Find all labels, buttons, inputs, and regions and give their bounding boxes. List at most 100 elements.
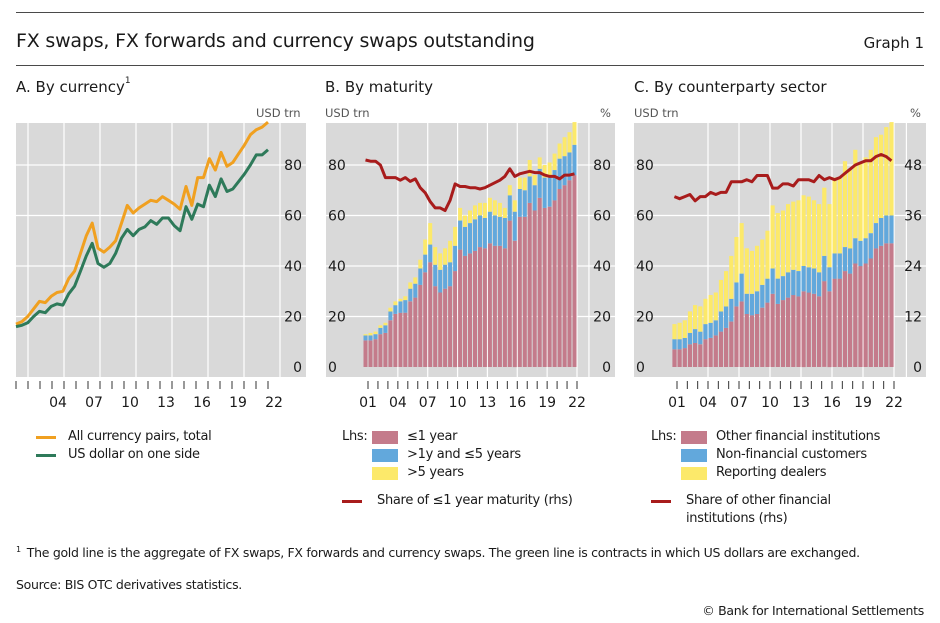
legend-label: All currency pairs, total [68,429,212,444]
bar-b-s1 [398,301,403,313]
x-tick-label: 19 [538,395,556,411]
source-note: Source: BIS OTC derivatives statistics. [16,577,242,592]
bar-c-s1 [801,266,806,292]
bar-c-s0 [755,314,760,367]
bar-b-s2 [383,322,388,326]
bar-b-s2 [492,200,497,216]
red-line-swatch [651,500,671,503]
bar-c-s2 [786,204,791,273]
bar-b-s1 [373,334,378,340]
x-tick-label: 16 [508,395,526,411]
legend-label: >1y and ≤5 years [407,447,521,462]
y-tick-label-right: 36 [904,209,922,225]
bar-c-s2 [755,245,760,292]
dealers-swatch [681,467,707,480]
y-tick-label-right: 0 [602,360,611,376]
bar-c-s2 [672,324,677,340]
bar-b-s1 [557,158,562,189]
bar-b-s2 [567,132,572,153]
bar-b-s1 [433,264,438,287]
bar-c-s1 [889,215,894,244]
y-tick-label-left: 80 [328,158,346,174]
bar-c-s0 [724,327,729,367]
bar-b-s1 [473,219,477,251]
bar-b-s1 [482,218,487,249]
bar-c-s2 [718,279,724,312]
bar-c-s1 [791,269,796,296]
y-tick-label-right: 40 [593,259,611,275]
bar-b-s0 [418,284,423,367]
panel-a-title: A. By currency1 [16,76,131,96]
bar-c-s1 [853,238,858,264]
bar-c-s2 [708,295,713,323]
bar-b-s0 [413,297,418,367]
bar-b-s2 [552,153,557,170]
bar-c-s2 [729,255,734,299]
bar-b-s0 [378,334,383,367]
bar-c-s1 [682,338,687,349]
bar-b-s2 [443,248,448,265]
x-tick-label: 13 [479,395,497,411]
y-tick-label-right: 60 [593,209,611,225]
mid-swatch [372,449,398,462]
bar-c-s0 [837,278,842,367]
bar-b-s0 [383,332,388,367]
panel-c-unit-left: USD trn [634,106,679,120]
bar-c-s0 [842,271,848,368]
bar-b-s0 [433,286,438,367]
bar-b-s1 [453,245,458,272]
bar-c-s0 [811,293,817,367]
y-tick-label-left: 40 [636,259,654,275]
bar-c-s0 [791,295,796,367]
bar-c-s1 [703,324,708,340]
bar-b-s0 [478,247,482,367]
bar-b-s0 [403,312,408,367]
bar-b-s0 [567,180,572,367]
bar-c-s0 [780,300,786,367]
bar-b-s2 [423,239,428,255]
bar-c-s2 [749,250,755,294]
bar-b-s1 [428,244,433,263]
bar-b-s2 [487,197,492,212]
bar-b-s1 [423,254,428,273]
bar-c-s0 [889,243,894,367]
bar-b-s0 [393,314,398,367]
bar-b-s0 [458,249,463,367]
nonfin-swatch [681,449,707,462]
bar-b-s2 [403,296,408,301]
legend-label: Other financial institutions [716,429,881,444]
bar-c-s0 [806,292,811,367]
bar-b-s0 [482,248,487,367]
bar-b-s1 [463,226,467,256]
bar-c-s1 [734,282,739,307]
bar-c-s2 [842,161,848,247]
bar-c-s1 [698,331,703,345]
bar-b-s0 [428,262,433,367]
other-fi-swatch [681,431,707,444]
bar-b-s2 [418,259,423,269]
bar-c-s0 [672,349,677,367]
y-tick-label-right: 80 [593,158,611,174]
bar-b-s1 [388,311,393,321]
bar-c-s0 [693,343,698,367]
y-tick-label-right: 20 [284,310,302,326]
bar-c-s2 [806,196,811,268]
bar-b-s2 [537,157,542,169]
bar-b-s2 [478,202,482,216]
bar-c-s0 [744,314,749,367]
bar-c-s0 [863,263,868,367]
bar-b-s0 [537,197,542,367]
y-tick-label-left: 40 [328,259,346,275]
bar-c-s0 [749,315,755,367]
x-tick-label: 13 [792,395,810,411]
x-tick-label: 04 [699,395,717,411]
y-tick-label-left: 20 [636,310,654,326]
le1y-swatch [372,431,398,444]
bar-b-s2 [363,334,368,336]
bar-b-s0 [552,200,557,367]
bar-b-s1 [537,168,542,198]
bar-b-s2 [453,226,458,246]
bar-b-s0 [562,185,567,367]
bar-b-s2 [373,331,378,335]
bar-c-s2 [693,305,698,330]
